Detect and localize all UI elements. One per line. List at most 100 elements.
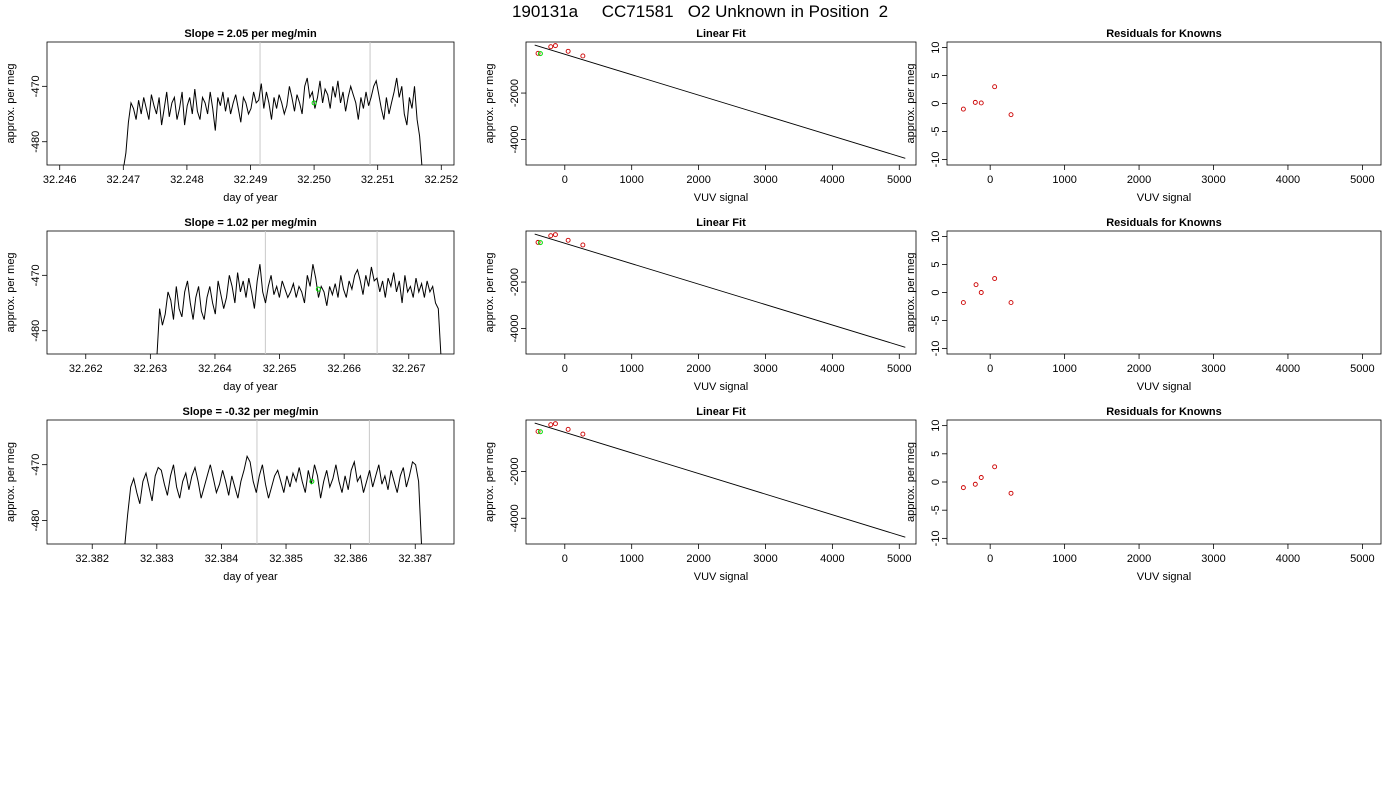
- residual-point: [992, 84, 998, 90]
- x-axis-label: VUV signal: [694, 192, 748, 204]
- x-tick-label: 32.246: [43, 174, 77, 186]
- x-tick-label: 2000: [686, 174, 710, 186]
- residual-point: [992, 276, 998, 281]
- y-tick-label: -4000: [509, 314, 521, 342]
- y-tick-label: -5: [930, 505, 942, 515]
- page-title: 190131a CC71581 O2 Unknown in Position 2: [511, 2, 889, 21]
- known-point: [548, 422, 554, 428]
- known-point: [580, 242, 586, 248]
- x-tick-label: 32.249: [234, 174, 268, 186]
- y-tick-label: -10: [930, 530, 942, 546]
- current-point-marker: [315, 286, 321, 292]
- x-tick-label: 1000: [619, 553, 643, 565]
- y-tick-label: -5: [930, 316, 942, 326]
- x-tick-label: 32.385: [269, 553, 303, 565]
- panel-r3-linear-fit: Linear Fit 0 1000 2000 3000 4000 5000 VUV signa…: [484, 406, 917, 583]
- y-tick-label: 5: [930, 451, 942, 457]
- x-tick-label: 32.251: [361, 174, 395, 186]
- panel-r2-residuals: Residuals for Knowns 0 1000 2000 3000 4000 500…: [905, 217, 1382, 393]
- y-axis-label: approx. per meg: [484, 63, 496, 143]
- x-tick-label: 4000: [1276, 553, 1300, 565]
- panel-title: Slope = 1.02 per meg/min: [184, 217, 317, 229]
- y-tick-label: -5: [930, 127, 942, 137]
- y-tick-label: 5: [930, 72, 942, 78]
- y-tick-label: 0: [930, 289, 942, 295]
- plot-area: [534, 43, 906, 159]
- x-tick-label: 4000: [820, 174, 844, 186]
- x-tick-label: 0: [987, 363, 993, 375]
- plot-frame: [46, 230, 455, 355]
- panel-r1-linear-fit: Linear Fit 0 1000 2000 3000 4000 5000 VUV signa…: [484, 28, 917, 204]
- y-tick-label: -470: [30, 264, 42, 286]
- x-tick-label: 3000: [753, 174, 777, 186]
- current-point-marker: [311, 100, 317, 106]
- known-point: [565, 237, 571, 243]
- panel-title: Linear Fit: [696, 406, 746, 418]
- fit-line: [534, 44, 906, 159]
- y-tick-label: 0: [930, 100, 942, 106]
- y-tick-label: -10: [930, 340, 942, 356]
- known-point: [552, 43, 558, 49]
- x-tick-label: 32.266: [327, 363, 361, 375]
- x-tick-label: 4000: [820, 553, 844, 565]
- panel-title: Residuals for Knowns: [1106, 406, 1222, 418]
- residual-point: [973, 282, 979, 288]
- x-tick-label: 3000: [753, 363, 777, 375]
- panel-r3-residuals: Residuals for Knowns 0 1000 2000 3000 4000 500…: [905, 406, 1382, 583]
- x-tick-label: 5000: [887, 174, 911, 186]
- y-tick-label: -480: [30, 510, 42, 532]
- residual-point: [978, 100, 984, 106]
- x-tick-label: 2000: [686, 553, 710, 565]
- x-tick-label: 5000: [887, 363, 911, 375]
- x-tick-label: 32.264: [198, 363, 232, 375]
- y-tick-label: -2000: [509, 79, 521, 107]
- known-point: [552, 421, 558, 427]
- x-tick-label: 0: [562, 174, 568, 186]
- residual-point: [960, 106, 966, 112]
- unknown-point: [537, 240, 543, 246]
- residual-point: [960, 485, 966, 491]
- y-axis-label: approx. per meg: [5, 63, 17, 143]
- plot-frame: [946, 230, 1382, 355]
- plot-area: [534, 421, 906, 538]
- known-point: [535, 50, 541, 56]
- x-tick-label: 32.382: [75, 553, 109, 565]
- panel-title: Slope = 2.05 per meg/min: [184, 28, 317, 40]
- signal-trace: [123, 77, 423, 165]
- x-tick-label: 32.262: [69, 363, 103, 375]
- panel-r2-trace: Slope = 1.02 per meg/min 32.262 32.263 32.2…: [5, 217, 455, 393]
- x-tick-label: 3000: [1201, 553, 1225, 565]
- known-point: [565, 48, 571, 54]
- panel-title: Linear Fit: [696, 28, 746, 40]
- x-axis-label: VUV signal: [1137, 381, 1191, 393]
- x-axis-label: day of year: [223, 571, 278, 583]
- known-point: [535, 428, 541, 434]
- fit-line: [534, 233, 906, 348]
- x-tick-label: 3000: [1201, 174, 1225, 186]
- x-axis-label: VUV signal: [694, 571, 748, 583]
- x-axis-label: VUV signal: [1137, 192, 1191, 204]
- y-tick-label: -10: [930, 151, 942, 167]
- residual-point: [1008, 490, 1014, 496]
- x-tick-label: 0: [562, 553, 568, 565]
- y-tick-label: -2000: [509, 268, 521, 296]
- x-tick-label: 5000: [887, 553, 911, 565]
- residual-point: [960, 300, 966, 306]
- x-tick-label: 3000: [1201, 363, 1225, 375]
- plot-frame: [946, 41, 1382, 166]
- panel-r1-trace: Slope = 2.05 per meg/min 32.246 32.247 32.2…: [5, 28, 458, 204]
- panel-title: Residuals for Knowns: [1106, 217, 1222, 229]
- plot-frame: [525, 419, 917, 545]
- plot-frame: [525, 41, 917, 166]
- x-tick-label: 0: [987, 174, 993, 186]
- y-tick-label: -480: [30, 320, 42, 342]
- x-tick-label: 4000: [820, 363, 844, 375]
- y-axis-label: approx. per meg: [5, 442, 17, 522]
- x-axis-label: VUV signal: [694, 381, 748, 393]
- residual-point: [972, 99, 978, 105]
- y-tick-label: 10: [930, 420, 942, 432]
- x-tick-label: 4000: [1276, 174, 1300, 186]
- x-tick-label: 1000: [1052, 174, 1076, 186]
- x-tick-label: 1000: [1052, 553, 1076, 565]
- plot-area: [960, 464, 1014, 496]
